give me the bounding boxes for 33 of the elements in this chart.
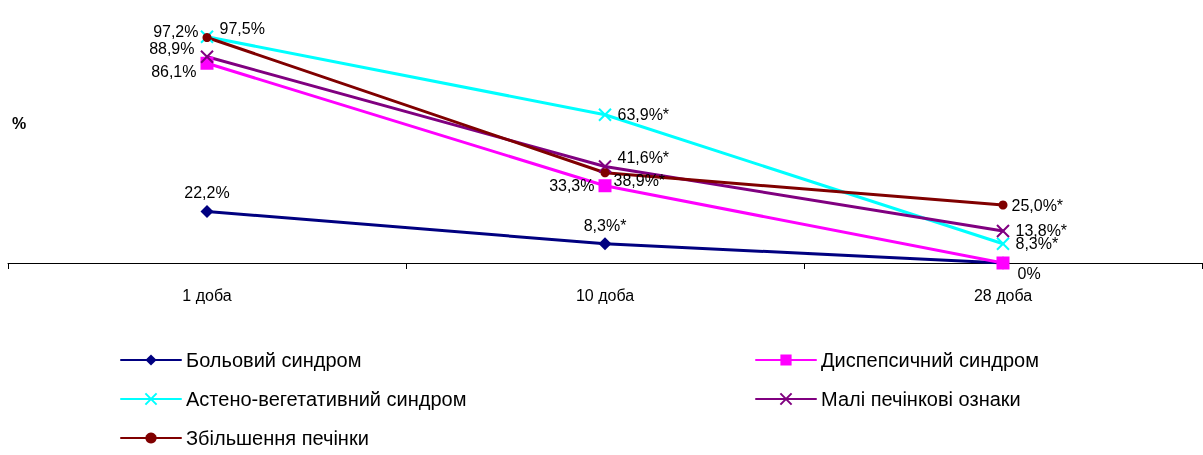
point <box>598 107 612 122</box>
legend-label: Диспепсичний синдром <box>821 349 1039 371</box>
y-axis-title: % <box>12 114 27 132</box>
legend-label: Больовий синдром <box>186 349 362 371</box>
data-label: 63,9%* <box>617 106 670 124</box>
x-tick-label: 28 доба <box>973 286 1033 304</box>
legend-label: Астено-вегетативний синдром <box>186 388 467 410</box>
point <box>998 200 1008 210</box>
data-label: 97,2% <box>153 23 199 40</box>
point <box>996 236 1010 251</box>
point <box>202 33 212 42</box>
x-tick-label: 10 доба <box>575 286 635 304</box>
data-label: 86,1% <box>151 62 197 80</box>
data-label: 97,5% <box>219 20 265 38</box>
x-tick-label: 1 доба <box>182 286 232 304</box>
data-label: 38,9%* <box>613 172 666 190</box>
point <box>598 159 612 174</box>
data-label: 22,2% <box>184 184 230 202</box>
data-label: 25,0%* <box>1011 196 1064 214</box>
point <box>200 29 214 44</box>
point <box>200 205 214 218</box>
point <box>996 223 1010 238</box>
point <box>598 179 612 193</box>
data-label: 8,3%* <box>583 216 627 234</box>
legend-label: Малі печінкові ознаки <box>821 388 1021 410</box>
data-label: 33,3% <box>549 177 595 195</box>
data-label: 0% <box>1017 264 1041 282</box>
legend-label: Збільшення печінки <box>186 427 369 449</box>
point <box>598 237 612 251</box>
data-label: 41,6%* <box>617 148 670 166</box>
point <box>200 49 214 64</box>
point <box>600 168 610 178</box>
data-label: 88,9% <box>149 40 195 58</box>
